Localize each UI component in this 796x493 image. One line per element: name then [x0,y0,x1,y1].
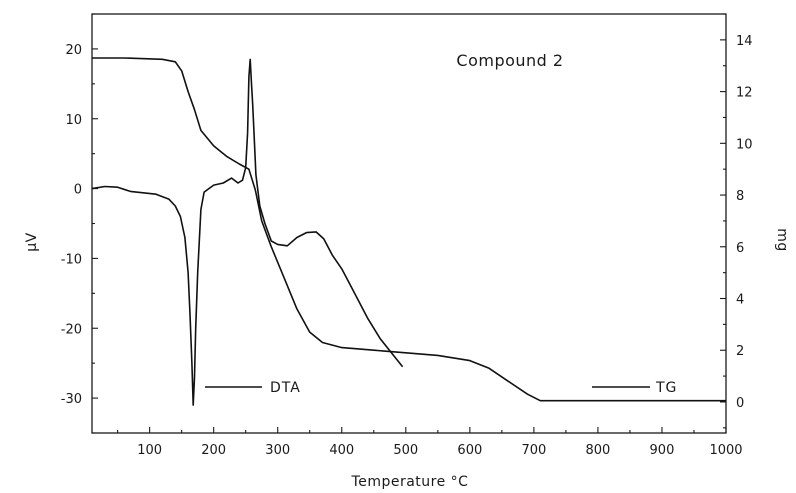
x-tick-label: 100 [137,443,162,458]
y-left-axis-title: μV [24,232,40,251]
y-right-tick-label: 4 [736,293,744,308]
chart-annotation: Compound 2 [456,51,563,70]
x-tick-label: 400 [329,443,354,458]
x-tick-label: 900 [650,443,675,458]
x-axis-title: Temperature °C [351,474,469,490]
x-tick-label: 200 [201,443,226,458]
y-left-tick-label: 10 [65,113,82,128]
ticks-group: 100 200 300 400 500 600 700 800 900 100020100-10-… [61,13,753,458]
y-right-tick-label: 10 [736,137,753,152]
x-tick-label: 500 [393,443,418,458]
y-right-tick-label: 12 [736,86,753,101]
y-right-tick-label: 2 [736,344,744,359]
y-right-tick-label: 8 [736,189,744,204]
series-group [91,57,726,406]
legend-tg: TG [592,380,677,396]
y-right-tick-label: 6 [736,241,744,256]
x-tick-label: 300 [265,443,290,458]
legend-dta-label: DTA [270,380,301,396]
y-left-tick-label: -20 [61,322,82,337]
series-dta-line [91,58,404,406]
legend-dta: DTA [205,380,301,396]
y-left-tick-label: -10 [61,252,82,267]
x-tick-label: 1000 [709,443,742,458]
y-left-tick-label: 20 [65,43,82,58]
y-right-tick-label: 0 [736,396,744,411]
y-right-tick-label: 14 [736,34,753,49]
series-tg-line [92,57,726,402]
y-left-tick-label: -30 [61,392,82,407]
legend-tg-label: TG [655,380,677,396]
x-tick-label: 700 [521,443,546,458]
x-tick-label: 600 [457,443,482,458]
axes-group [91,13,727,434]
y-left-tick-label: 0 [74,183,82,198]
y-right-axis-title: mg [774,228,790,252]
x-tick-label: 800 [586,443,611,458]
plot-frame [91,13,727,434]
